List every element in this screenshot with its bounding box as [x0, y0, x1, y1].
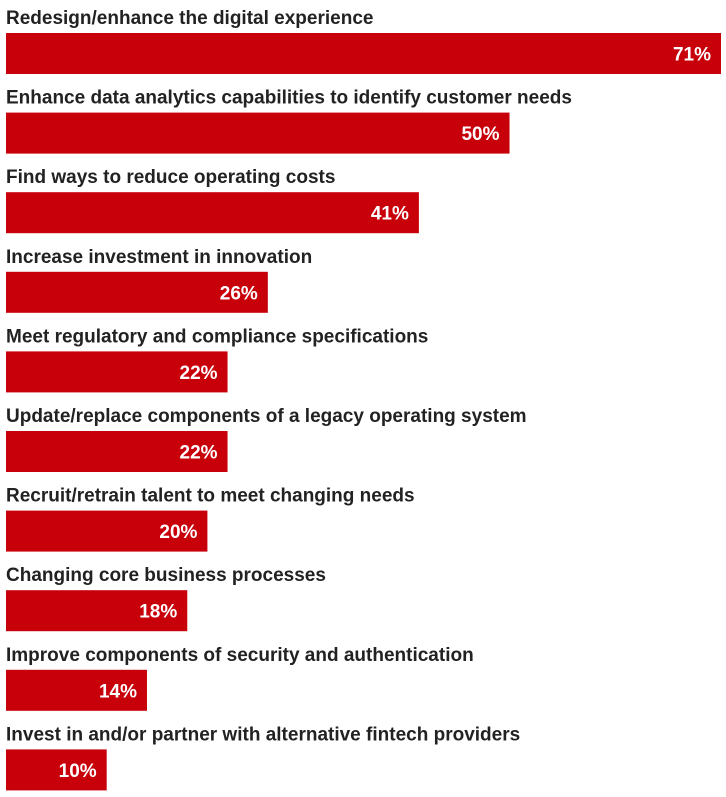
value-label: 22% [180, 443, 218, 464]
value-label: 10% [59, 761, 97, 782]
value-label: 26% [220, 283, 258, 304]
category-label: Invest in and/or partner with alternativ… [6, 724, 520, 745]
category-label: Increase investment in innovation [6, 247, 312, 268]
category-label: Enhance data analytics capabilities to i… [6, 88, 572, 109]
value-label: 14% [99, 681, 137, 702]
value-label: 18% [139, 602, 177, 623]
category-label: Improve components of security and authe… [6, 645, 474, 666]
bar [6, 510, 208, 552]
category-label: Redesign/enhance the digital experience [6, 8, 373, 29]
value-label: 22% [180, 363, 218, 384]
bar [6, 669, 147, 711]
bar [6, 351, 228, 393]
category-label: Recruit/retrain talent to meet changing … [6, 486, 415, 507]
category-label: Changing core business processes [6, 565, 326, 586]
bar [6, 431, 228, 472]
category-label: Find ways to reduce operating costs [6, 167, 335, 188]
bar [6, 33, 721, 74]
category-label: Meet regulatory and compliance specifica… [6, 326, 428, 347]
value-label: 71% [673, 45, 711, 66]
value-label: 50% [461, 124, 499, 145]
bar [6, 749, 107, 791]
bar [6, 271, 268, 313]
bar [6, 192, 419, 234]
bar [6, 590, 188, 632]
bar [6, 112, 510, 154]
value-label: 20% [159, 522, 197, 543]
value-label: 41% [371, 204, 409, 225]
category-label: Update/replace components of a legacy op… [6, 406, 527, 427]
